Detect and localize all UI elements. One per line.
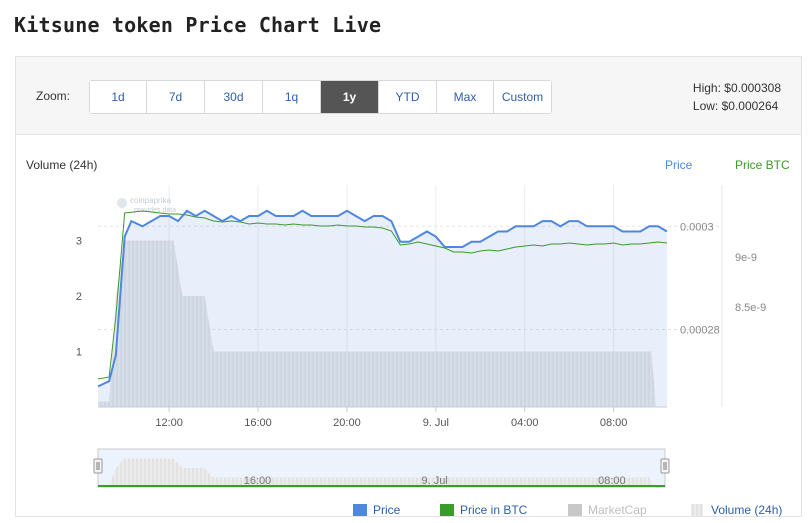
x-tick-label-4: 04:00	[511, 417, 539, 429]
legend-swatch	[353, 504, 367, 516]
price-tick-label-1: 0.0003	[680, 221, 714, 233]
legend-swatch	[568, 504, 582, 516]
navigator-left-handle[interactable]	[93, 458, 103, 474]
legend-label: Price	[373, 503, 401, 517]
zoom-button-max[interactable]: Max	[437, 81, 494, 113]
legend-label: Price in BTC	[460, 503, 528, 517]
zoom-button-1q[interactable]: 1q	[263, 81, 321, 113]
price-tick-label-0: 0.00028	[680, 325, 720, 337]
legend-label: Volume (24h)	[711, 503, 782, 517]
watermark-logo-icon	[117, 198, 127, 208]
btc-price-line	[97, 210, 668, 380]
high-low-readout: High: $0.000308 Low: $0.000264	[693, 79, 781, 115]
series-lines-layer	[97, 209, 668, 388]
legend-item-2[interactable]: MarketCap	[568, 503, 647, 517]
price-area-layer: coinpaprika provides data	[98, 196, 667, 407]
chart-card: Zoom: 1d 7d 30d 1q 1y YTD Max Custom Hig…	[15, 56, 802, 517]
zoom-button-group: 1d 7d 30d 1q 1y YTD Max Custom	[89, 80, 552, 114]
chart-toolbar: Zoom: 1d 7d 30d 1q 1y YTD Max Custom Hig…	[16, 57, 801, 135]
plot-area: coinpaprika provides data Volume (24h) Pri…	[16, 135, 801, 518]
page-title: Kitsune token Price Chart Live	[14, 13, 382, 37]
handle-grip	[660, 458, 670, 474]
volume-axis-title: Volume (24h)	[26, 158, 97, 172]
handle-grip	[93, 458, 103, 474]
legend-item-0[interactable]: Price	[353, 503, 401, 517]
volume-layer	[98, 240, 656, 407]
watermark-line-1: coinpaprika	[130, 196, 171, 205]
price-axis-title: Price	[665, 158, 693, 172]
x-tick-label-3: 9. Jul	[423, 417, 449, 429]
zoom-button-ytd[interactable]: YTD	[379, 81, 437, 113]
volume-tick-label-0: 1	[76, 347, 82, 359]
high-value: High: $0.000308	[692, 81, 781, 95]
price-line	[97, 209, 668, 388]
btc-tick-label-0: 8.5e-9	[735, 302, 766, 314]
x-tick-label-2: 20:00	[333, 417, 361, 429]
legend: Price Price in BTC MarketCap Volume (24h)	[353, 503, 782, 517]
legend-item-3[interactable]: Volume (24h)	[691, 503, 782, 517]
navigator-tick-label-0: 16:00	[244, 475, 272, 487]
legend-item-1[interactable]: Price in BTC	[440, 503, 528, 517]
volume-tick-label-2: 3	[76, 236, 82, 248]
x-tick-label-0: 12:00	[155, 417, 183, 429]
navigator-tick-label-1: 9. Jul	[422, 475, 448, 487]
navigator-tick-label-2: 08:00	[598, 475, 626, 487]
zoom-button-1d[interactable]: 1d	[90, 81, 147, 113]
x-tick-label-1: 16:00	[244, 417, 272, 429]
axes-layer: Volume (24h) Price Price BTC 12:00 16:00 20:0…	[26, 158, 790, 429]
navigator-right-handle[interactable]	[660, 458, 670, 474]
legend-label: MarketCap	[588, 503, 647, 517]
legend-swatch	[691, 504, 703, 516]
low-value: Low: $0.000264	[692, 99, 779, 113]
zoom-button-7d[interactable]: 7d	[147, 81, 205, 113]
navigator-volume-area	[98, 458, 654, 487]
zoom-button-1y[interactable]: 1y	[321, 81, 379, 113]
zoom-button-30d[interactable]: 30d	[205, 81, 263, 113]
zoom-button-custom[interactable]: Custom	[494, 81, 551, 113]
btc-axis-title: Price BTC	[735, 158, 790, 172]
x-tick-label-5: 08:00	[600, 417, 628, 429]
watermark-line-2: provides data	[134, 207, 176, 214]
navigator[interactable]: 16:00 9. Jul 08:00	[93, 448, 670, 488]
volume-tick-label-1: 2	[76, 291, 82, 303]
volume-area	[98, 240, 656, 407]
btc-tick-label-1: 9e-9	[735, 252, 757, 264]
zoom-label: Zoom:	[36, 89, 71, 103]
legend-swatch	[440, 504, 454, 516]
price-area-fill	[98, 210, 667, 407]
